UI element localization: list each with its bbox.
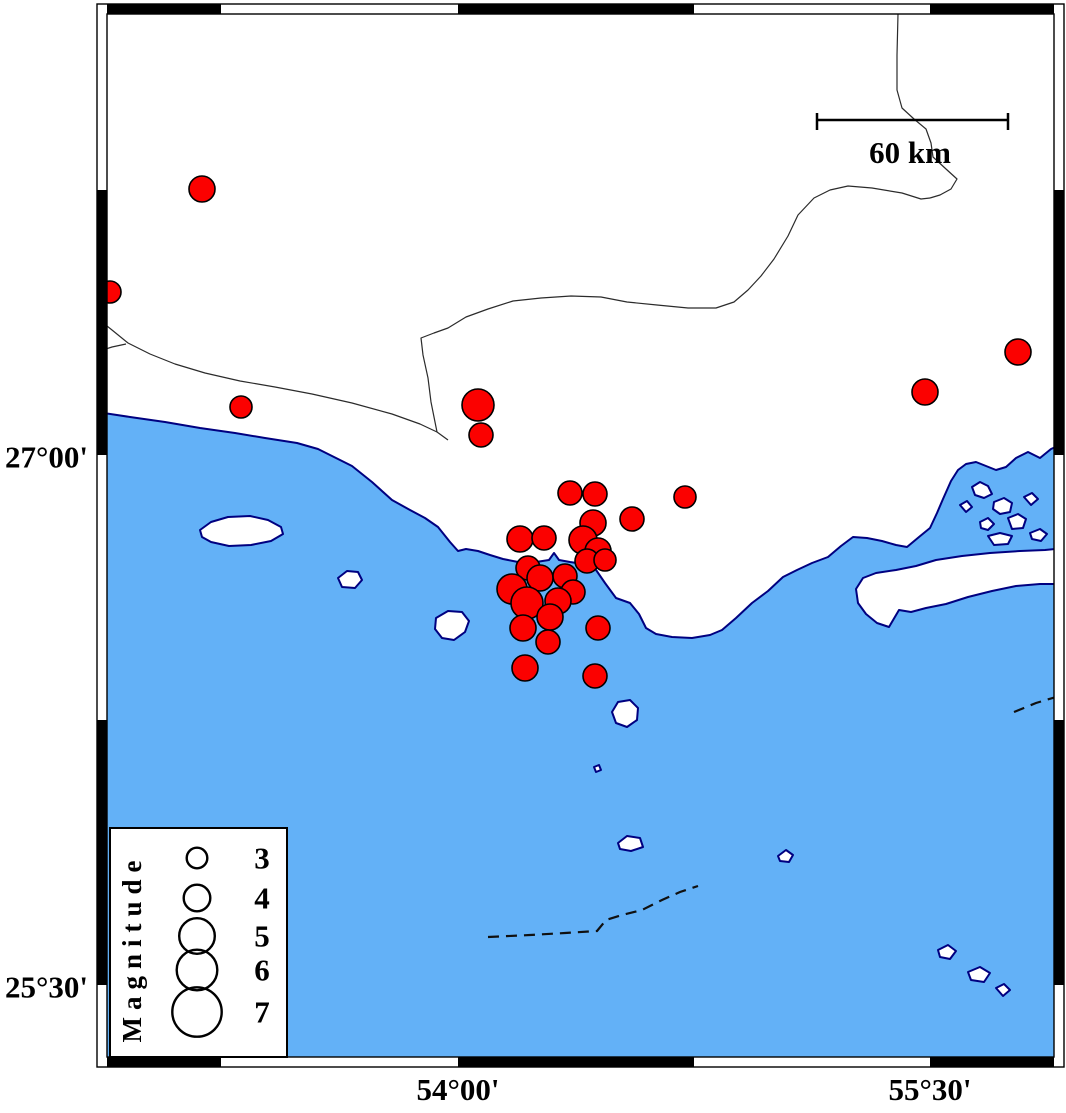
scale-bar-label: 60 km [869, 135, 951, 170]
epicenter-marker [585, 615, 611, 641]
islets-layer [937, 481, 1048, 997]
epicenter-marker [593, 548, 617, 572]
legend-value: 4 [254, 881, 270, 916]
legend-circle-m7 [171, 986, 223, 1038]
islet [1023, 492, 1039, 506]
political-borders-layer [107, 14, 958, 441]
island [434, 610, 470, 641]
epicenter-marker [619, 506, 645, 532]
border-line [896, 14, 958, 199]
epicenter-marker [107, 280, 122, 304]
legend-circle-m3 [185, 846, 209, 870]
islet [1029, 528, 1048, 542]
epicenter-marker [509, 614, 537, 642]
epicenter-marker [582, 481, 608, 507]
latitude-label: 27°00' [5, 440, 88, 475]
islet [979, 517, 995, 531]
frame-segment [1054, 190, 1064, 455]
islands-layer [199, 515, 794, 863]
islet [937, 944, 957, 960]
legend-value: 3 [254, 841, 270, 876]
qeshm-island [855, 548, 1054, 628]
islet [971, 481, 993, 499]
epicenter-marker [461, 388, 495, 422]
longitude-label: 55°30' [888, 1072, 971, 1107]
coastline [107, 412, 1054, 639]
frame-outer-outline [96, 3, 1065, 1068]
epicenter-marker [557, 480, 583, 506]
frame-segment [107, 1057, 221, 1067]
legend-title: Magnitude [117, 853, 147, 1042]
epicenter-marker [535, 629, 561, 655]
frame-segment [930, 4, 1054, 14]
legend-box [109, 827, 288, 1058]
border-line [420, 185, 931, 433]
island [199, 515, 284, 547]
map-frame [96, 3, 1065, 1068]
island [611, 699, 639, 728]
frame-inner-outline [106, 13, 1055, 1058]
island [617, 835, 644, 852]
frame-segment [97, 190, 107, 455]
epicenter-marker [531, 525, 557, 551]
epicenter-marker [1004, 338, 1032, 366]
epicenter-marker [229, 395, 253, 419]
islet [995, 983, 1011, 997]
islet [987, 532, 1013, 546]
frame-segment [458, 1057, 694, 1067]
legend-circle-m4 [182, 883, 212, 913]
latitude-label: 25°30' [5, 970, 88, 1005]
maritime-boundary-layer [487, 696, 1054, 939]
border-line [107, 343, 127, 350]
epicenter-marker [468, 422, 494, 448]
island [593, 764, 602, 773]
epicenter-marker [911, 378, 939, 406]
islet [1007, 513, 1027, 530]
epicenter-marker [536, 603, 564, 631]
legend-circle-m5 [177, 917, 216, 956]
magnitude-legend: Magnitude 3 4 5 6 7 [109, 827, 288, 1058]
legend-value: 5 [254, 919, 270, 954]
legend-value: 6 [254, 953, 270, 988]
frame-segment [1054, 720, 1064, 985]
frame-segment [458, 4, 694, 14]
scale-bar-bracket [815, 113, 1010, 130]
islet [959, 500, 973, 513]
epicenter-marker [511, 654, 539, 682]
island [777, 849, 794, 863]
axis-annotations: 27°00' 25°30' 54°00' 55°30' [5, 440, 972, 1108]
epicenter-marker [188, 175, 216, 203]
island [337, 570, 363, 589]
epicenter-marker [582, 663, 608, 689]
border-line [107, 325, 449, 441]
legend-value: 7 [254, 995, 270, 1030]
epicenter-marker [673, 485, 697, 509]
legend-circle-m6 [175, 948, 219, 992]
epicenter-layer [107, 175, 1032, 689]
islet [967, 966, 991, 983]
frame-segment [97, 720, 107, 985]
longitude-label: 54°00' [416, 1072, 499, 1107]
frame-segment [930, 1057, 1054, 1067]
islet [992, 497, 1013, 515]
maritime-boundary-line [487, 884, 699, 939]
epicenter-marker [506, 525, 534, 553]
scale-bar: 60 km [815, 113, 1010, 170]
frame-segment [107, 4, 221, 14]
